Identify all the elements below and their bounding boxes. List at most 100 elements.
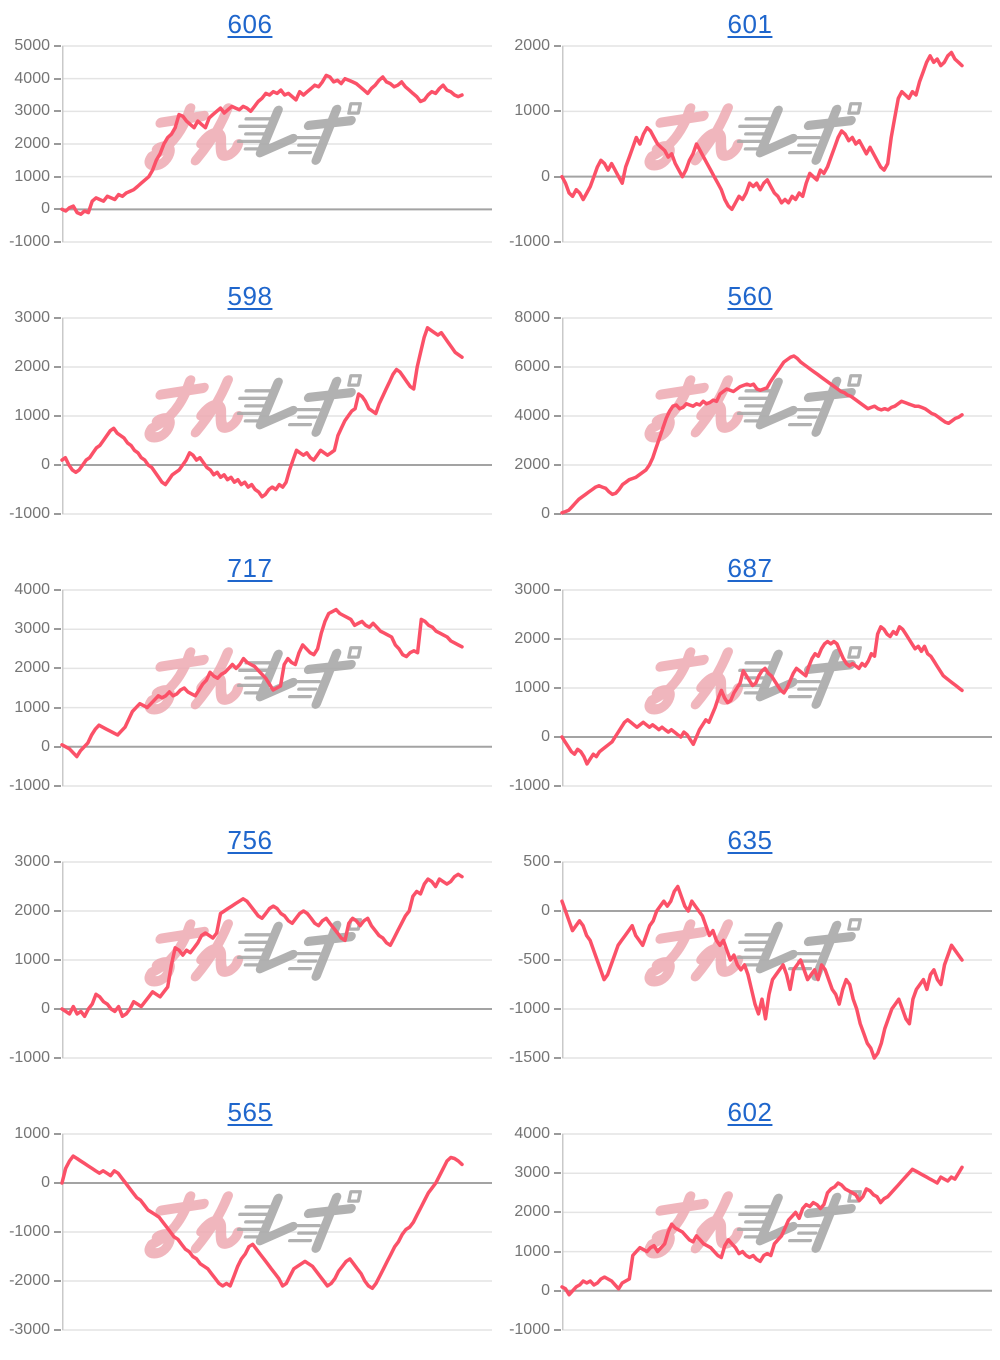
y-axis-tick-mark — [554, 1250, 561, 1253]
y-axis-tick-mark — [54, 317, 61, 319]
y-axis-tick-label: 3000 — [514, 581, 550, 598]
chart-title-link[interactable]: 635 — [727, 825, 773, 855]
y-axis-tick-mark — [554, 638, 561, 640]
chart-card: 560 8000 6000 4000 2000 0 — [500, 272, 1000, 544]
chart-card: 717 4000 3000 2000 1000 0 -1000 — [0, 544, 500, 816]
chart-title-link[interactable]: 601 — [727, 9, 773, 39]
chart-svg — [60, 589, 492, 787]
y-axis-tick-mark — [54, 910, 61, 912]
y-axis-tick-mark — [54, 628, 61, 631]
plot-row: 4000 3000 2000 1000 0 -1000 — [500, 1125, 1000, 1338]
plot-row: 1000 0 -1000 -2000 -3000 — [0, 1125, 500, 1338]
y-axis-tick-mark — [554, 175, 561, 178]
chart-title-row: 601 — [500, 0, 1000, 43]
chart-title-link[interactable]: 687 — [727, 553, 773, 583]
y-axis-tick-mark — [554, 959, 561, 961]
chart-title-link[interactable]: 756 — [227, 825, 273, 855]
y-axis-tick-mark — [54, 667, 61, 670]
plot-row: 500 0 -500 -1000 -1500 — [500, 853, 1000, 1066]
y-axis-tick-label: 0 — [541, 1281, 550, 1299]
y-axis-labels: 8000 6000 4000 2000 0 — [500, 309, 562, 522]
y-axis-tick-mark — [554, 1211, 561, 1214]
chart-svg — [560, 861, 992, 1060]
y-axis-tick-mark — [54, 1280, 61, 1282]
series-line — [560, 50, 964, 212]
y-axis-tick-label: -1000 — [509, 1321, 550, 1338]
y-axis-tick-label: 2000 — [514, 630, 550, 647]
chart-card: 687 3000 2000 1000 0 -1000 — [500, 544, 1000, 816]
chart-svg — [60, 45, 492, 243]
y-axis-tick-mark — [54, 1008, 61, 1010]
chart-title-row: 598 — [0, 272, 500, 315]
plot-row: 3000 2000 1000 0 -1000 — [0, 853, 500, 1066]
y-axis-tick-label: 4000 — [14, 581, 50, 598]
series-line — [560, 354, 964, 515]
y-axis-tick-label: 1000 — [14, 698, 50, 716]
series-line — [60, 607, 464, 759]
watermark-logo — [149, 104, 360, 166]
y-axis-tick-mark — [554, 1133, 561, 1135]
chart-title-row: 756 — [0, 816, 500, 859]
y-axis-labels: 1000 0 -1000 -2000 -3000 — [0, 1125, 62, 1338]
series-line — [60, 326, 464, 499]
y-axis-tick-label: 2000 — [14, 902, 50, 919]
y-axis-tick-label: 0 — [541, 505, 550, 522]
plot-row: 5000 4000 3000 2000 1000 0 -1000 — [0, 37, 500, 250]
y-axis-tick-mark — [554, 415, 561, 417]
y-axis-tick-label: 0 — [41, 1174, 50, 1191]
chart-title-link[interactable]: 717 — [227, 553, 273, 583]
y-axis-tick-mark — [554, 1172, 561, 1175]
chart-title-link[interactable]: 598 — [227, 281, 273, 311]
series-line — [60, 1154, 464, 1291]
chart-card: 606 5000 4000 3000 2000 1000 0 -1000 — [0, 0, 500, 272]
chart-card: 598 3000 2000 1000 0 -1000 — [0, 272, 500, 544]
chart-title-row: 565 — [0, 1088, 500, 1131]
chart-title-link[interactable]: 602 — [727, 1097, 773, 1127]
y-axis-tick-mark — [54, 1231, 61, 1233]
plot-area — [60, 317, 492, 515]
y-axis-tick-mark — [54, 77, 61, 80]
y-axis-tick-mark — [54, 1133, 61, 1135]
y-axis-tick-label: 0 — [541, 728, 550, 745]
y-axis-tick-label: -1000 — [9, 1049, 50, 1066]
plot-area — [60, 861, 492, 1059]
y-axis-tick-label: 1000 — [14, 1125, 50, 1142]
y-axis-tick-label: -3000 — [9, 1321, 50, 1338]
chart-title-link[interactable]: 565 — [227, 1097, 273, 1127]
y-axis-tick-mark — [554, 910, 561, 912]
plot-area — [60, 1133, 492, 1331]
y-axis-tick-mark — [554, 861, 561, 863]
series-line — [60, 73, 464, 216]
chart-svg — [560, 45, 992, 243]
y-axis-tick-label: 5000 — [14, 37, 50, 54]
plot-area — [560, 317, 992, 515]
y-axis-tick-mark — [54, 366, 61, 368]
y-axis-tick-label: 1000 — [514, 102, 550, 120]
chart-title-row: 560 — [500, 272, 1000, 315]
y-axis-tick-label: 0 — [41, 200, 50, 218]
plot-area — [560, 861, 992, 1060]
y-axis-tick-mark — [54, 208, 61, 211]
chart-title-link[interactable]: 560 — [727, 281, 773, 311]
y-axis-tick-mark — [554, 687, 561, 689]
y-axis-tick-mark — [554, 1057, 561, 1059]
y-axis-tick-mark — [54, 464, 61, 466]
watermark-logo — [649, 104, 860, 166]
y-axis-tick-mark — [54, 959, 61, 961]
y-axis-tick-label: -1000 — [9, 505, 50, 522]
y-axis-tick-label: 4000 — [514, 407, 550, 424]
chart-title-row: 687 — [500, 544, 1000, 587]
chart-card: 565 1000 0 -1000 -2000 -3000 — [0, 1088, 500, 1360]
y-axis-tick-mark — [54, 143, 61, 145]
plot-area — [60, 589, 492, 787]
y-axis-tick-label: 3000 — [14, 620, 50, 638]
chart-title-link[interactable]: 606 — [227, 9, 273, 39]
y-axis-tick-mark — [54, 861, 61, 863]
y-axis-tick-label: -1000 — [9, 233, 50, 250]
watermark-logo — [649, 1192, 860, 1254]
y-axis-tick-mark — [554, 45, 561, 47]
y-axis-tick-label: -1000 — [509, 233, 550, 250]
plot-row: 2000 1000 0 -1000 — [500, 37, 1000, 250]
y-axis-tick-mark — [54, 785, 61, 787]
